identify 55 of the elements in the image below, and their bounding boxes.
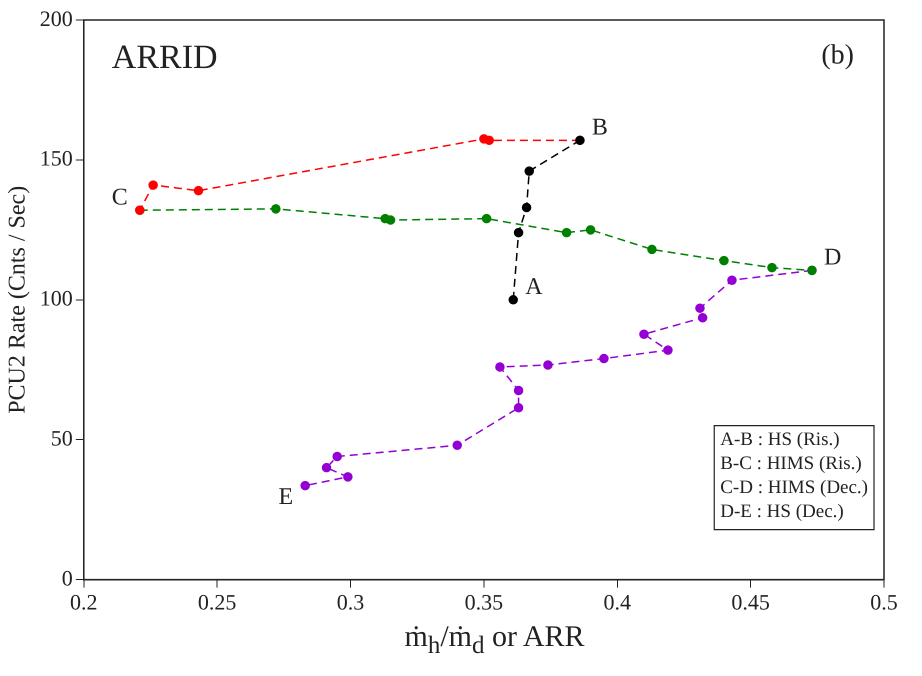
annotation: B-C : HIMS (Ris.) — [720, 453, 862, 474]
point — [639, 329, 649, 339]
y-axis-title: PCU2 Rate (Cnts / Sec) — [4, 186, 31, 414]
point — [663, 345, 673, 355]
point — [479, 134, 489, 144]
y-tick-label: 50 — [50, 425, 73, 450]
annotation: A — [525, 274, 544, 300]
point — [647, 244, 657, 254]
point — [194, 186, 204, 196]
y-tick-label: 100 — [40, 286, 73, 311]
annotation: D — [824, 244, 842, 271]
point — [543, 360, 553, 370]
point — [452, 440, 462, 450]
text: ARRID — [112, 38, 218, 76]
x-tick-label: 0.35 — [464, 590, 504, 615]
x-tick-label: 0.2 — [70, 590, 98, 615]
point — [695, 303, 705, 313]
y-tick-label: 0 — [62, 565, 73, 590]
point — [271, 204, 281, 214]
x-tick-label: 0.4 — [604, 590, 632, 615]
annotation: (b) — [821, 39, 854, 70]
point — [332, 452, 342, 462]
point — [727, 275, 737, 285]
point — [586, 225, 596, 235]
point — [524, 166, 534, 176]
point — [767, 262, 777, 272]
point — [522, 202, 532, 212]
x-tick-label: 0.3 — [336, 590, 364, 615]
point — [599, 354, 609, 364]
x-tick-label: 0.5 — [870, 590, 898, 615]
point — [514, 403, 524, 413]
point — [343, 472, 353, 482]
x-tick-label: 0.25 — [198, 590, 236, 615]
annotation: C — [112, 184, 128, 211]
annotation: E — [278, 484, 294, 510]
annotation: C-D : HIMS (Dec.) — [720, 477, 868, 498]
y-tick-label: 200 — [40, 6, 73, 31]
point — [508, 295, 518, 305]
y-tick-label: 150 — [40, 146, 73, 171]
point — [514, 386, 524, 396]
annotation: B — [592, 114, 608, 141]
point — [495, 362, 505, 372]
x-axis-title: ṁ$_{h}$/ṁ$_{d}$ or ARR — [403, 620, 586, 660]
annotation: D-E : HS (Dec.) — [720, 501, 844, 522]
point — [562, 228, 572, 238]
annotation: A-B : HS (Ris.) — [720, 429, 840, 450]
point — [514, 228, 524, 238]
point — [482, 214, 492, 224]
point — [698, 312, 708, 322]
point — [386, 215, 396, 225]
x-tick-label: 0.45 — [731, 590, 770, 615]
point — [719, 256, 729, 266]
point — [322, 462, 332, 472]
point — [148, 180, 158, 190]
point — [300, 480, 310, 490]
